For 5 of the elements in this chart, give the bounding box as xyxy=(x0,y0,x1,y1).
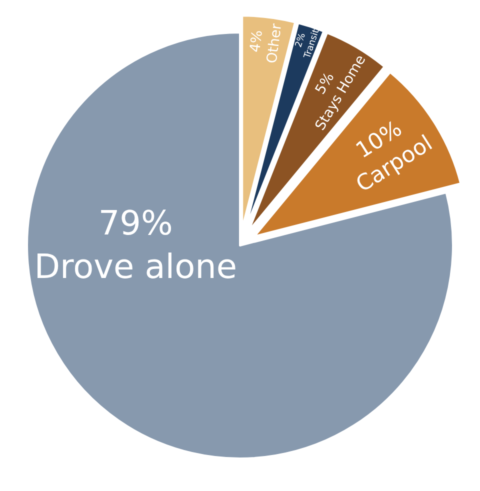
data-label: 2% xyxy=(294,32,308,49)
slice-label: Other xyxy=(264,22,286,64)
data-label: 4% xyxy=(247,29,266,54)
data-label: 79% xyxy=(98,204,173,243)
slice-label: Drove alone xyxy=(34,247,237,286)
